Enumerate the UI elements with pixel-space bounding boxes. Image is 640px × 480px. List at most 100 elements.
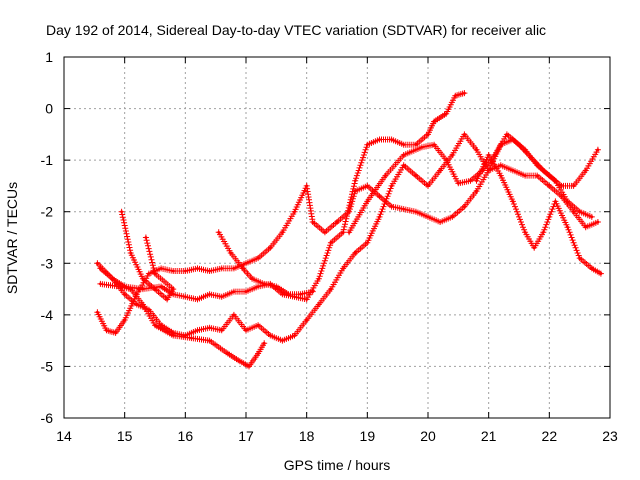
data-point — [244, 261, 248, 265]
data-point — [532, 246, 536, 250]
data-point — [129, 251, 133, 255]
data-point — [159, 285, 163, 288]
chart-title: Day 192 of 2014, Sidereal Day-to-day VTE… — [46, 22, 546, 38]
data-point — [475, 148, 478, 152]
data-point — [317, 303, 321, 306]
data-point — [299, 292, 302, 296]
data-point — [226, 352, 230, 355]
data-point — [453, 94, 457, 98]
data-point — [402, 143, 406, 147]
data-point — [183, 295, 187, 299]
series-track-8 — [473, 152, 604, 277]
data-point — [541, 169, 545, 172]
data-point — [475, 189, 478, 193]
data-point — [438, 220, 442, 224]
data-point — [311, 220, 315, 224]
data-point — [311, 290, 315, 294]
data-point — [141, 303, 145, 306]
data-point — [196, 297, 199, 301]
data-point — [572, 184, 575, 188]
data-point — [171, 269, 175, 273]
data-point — [196, 267, 199, 270]
data-point — [463, 205, 466, 208]
data-point — [365, 241, 369, 245]
data-point — [353, 251, 357, 255]
data-point — [450, 215, 454, 219]
data-point — [390, 138, 393, 141]
data-point — [599, 272, 603, 275]
data-point — [153, 323, 157, 327]
data-point — [517, 143, 521, 147]
data-point — [572, 210, 575, 214]
data-point — [171, 287, 175, 291]
data-point — [402, 207, 406, 211]
data-point — [450, 153, 454, 157]
data-point — [256, 323, 260, 327]
data-point — [347, 230, 351, 234]
data-point — [190, 336, 193, 340]
y-tick-label: -3 — [41, 255, 54, 271]
data-point — [220, 267, 224, 270]
data-point — [541, 230, 545, 234]
data-point — [232, 313, 236, 317]
data-point — [238, 359, 242, 363]
x-tick-label: 22 — [542, 428, 558, 444]
data-point — [99, 267, 102, 270]
data-point — [554, 179, 557, 183]
data-point — [426, 132, 430, 136]
data-point — [547, 215, 551, 219]
data-point — [208, 269, 212, 273]
data-point — [463, 91, 466, 95]
data-point — [229, 251, 233, 255]
data-point — [220, 295, 224, 299]
data-point — [105, 328, 108, 332]
data-point — [208, 326, 212, 330]
data-point — [554, 200, 557, 203]
x-tick-label: 20 — [420, 428, 436, 444]
data-point — [420, 145, 424, 149]
data-point — [487, 153, 491, 157]
y-axis-label: SDTVAR / TECUs — [4, 182, 20, 294]
data-point — [95, 261, 99, 265]
data-point — [232, 290, 236, 294]
x-tick-label: 16 — [178, 428, 194, 444]
data-point — [183, 269, 187, 273]
series-track-6 — [97, 280, 268, 370]
data-point — [402, 153, 406, 157]
data-point — [511, 169, 515, 172]
data-point — [414, 210, 418, 214]
data-point — [432, 120, 436, 123]
data-point — [208, 339, 212, 343]
data-point — [262, 341, 266, 345]
data-point — [250, 277, 254, 281]
x-tick-label: 14 — [56, 428, 72, 444]
data-point — [596, 220, 600, 224]
data-point — [378, 215, 381, 219]
data-point — [463, 132, 466, 136]
series-track-4 — [118, 208, 177, 303]
data-point — [123, 292, 127, 296]
data-point — [329, 287, 333, 291]
data-point — [444, 158, 448, 162]
data-point — [305, 297, 309, 301]
data-point — [281, 339, 284, 343]
data-point — [487, 169, 491, 172]
y-tick-label: -4 — [41, 307, 54, 323]
data-point — [426, 184, 430, 188]
series-track-7 — [346, 131, 595, 236]
data-point — [256, 256, 260, 260]
data-point — [414, 174, 418, 178]
data-point — [268, 334, 272, 337]
data-point — [529, 156, 533, 159]
y-tick-label: 0 — [45, 101, 53, 117]
data-point — [335, 220, 339, 224]
data-point — [378, 138, 381, 141]
data-point — [244, 328, 248, 332]
data-point — [456, 181, 460, 185]
data-point — [268, 246, 272, 250]
y-tick-label: 1 — [45, 49, 53, 65]
x-tick-label: 21 — [481, 428, 497, 444]
data-point — [469, 179, 472, 183]
